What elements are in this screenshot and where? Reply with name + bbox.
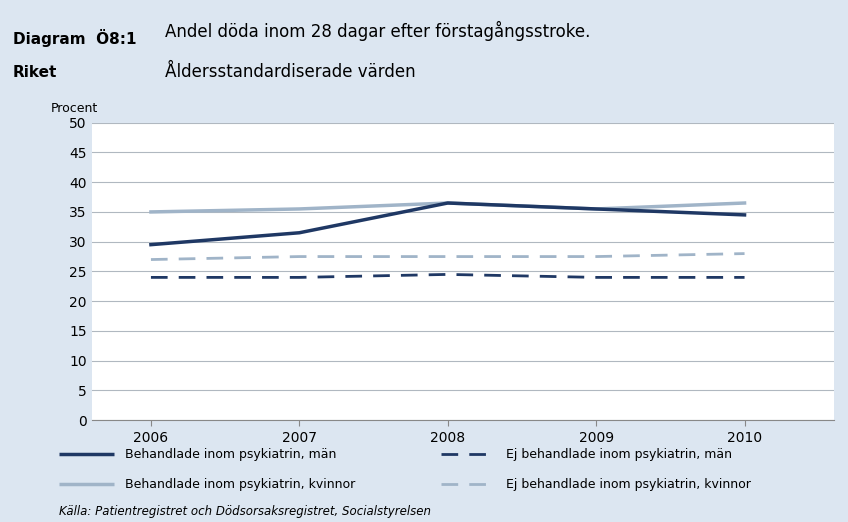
Text: Riket: Riket [13,65,57,80]
Text: Behandlade inom psykiatrin, män: Behandlade inom psykiatrin, män [125,448,336,461]
Text: Diagram  Ö8:1: Diagram Ö8:1 [13,29,137,46]
Text: Andel döda inom 28 dagar efter förstagångsstroke.: Andel döda inom 28 dagar efter förstagån… [165,21,591,41]
Text: Ej behandlade inom psykiatrin, män: Ej behandlade inom psykiatrin, män [506,448,733,461]
Text: Ej behandlade inom psykiatrin, kvinnor: Ej behandlade inom psykiatrin, kvinnor [506,478,751,491]
Text: Procent: Procent [51,102,98,115]
Text: Åldersstandardiserade värden: Åldersstandardiserade värden [165,63,416,80]
Text: Behandlade inom psykiatrin, kvinnor: Behandlade inom psykiatrin, kvinnor [125,478,355,491]
Text: Källa: Patientregistret och Dödsorsaksregistret, Socialstyrelsen: Källa: Patientregistret och Dödsorsaksre… [59,505,432,518]
